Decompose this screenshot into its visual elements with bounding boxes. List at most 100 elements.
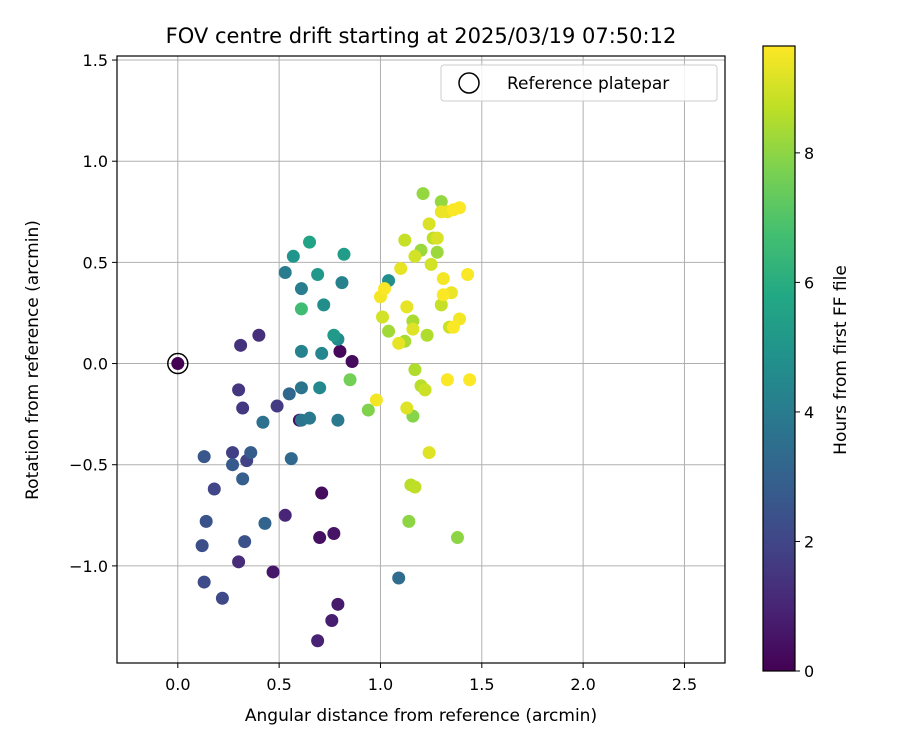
y-tick-label: −1.0 <box>69 557 108 576</box>
data-point <box>294 344 308 358</box>
data-point <box>327 328 341 342</box>
data-point <box>450 531 464 545</box>
data-point <box>327 527 341 541</box>
data-point <box>408 249 422 263</box>
data-point <box>434 298 448 312</box>
data-point <box>278 508 292 522</box>
data-point <box>400 300 414 314</box>
data-point <box>392 336 406 350</box>
data-point <box>461 268 475 282</box>
data-point <box>375 310 389 324</box>
data-point <box>207 482 221 496</box>
data-point <box>215 591 229 605</box>
plot-frame <box>116 55 726 664</box>
data-point <box>402 514 416 528</box>
colorbar-tick-label: 6 <box>804 273 814 292</box>
reference-platepar-marker <box>167 352 189 375</box>
y-tick-label: 0.0 <box>83 355 108 374</box>
x-tick-label: 2.5 <box>672 675 697 694</box>
data-point <box>232 383 246 397</box>
data-point <box>420 328 434 342</box>
data-point <box>311 268 325 282</box>
data-point <box>408 363 422 377</box>
reference-marker <box>167 352 189 375</box>
data-point <box>317 298 331 312</box>
data-point <box>394 261 408 275</box>
data-point <box>418 383 432 397</box>
data-point <box>331 413 345 427</box>
data-point <box>382 324 396 338</box>
data-point <box>400 401 414 415</box>
data-point <box>236 401 250 415</box>
legend-label-reference: Reference platepar <box>507 74 669 94</box>
data-point <box>258 516 272 530</box>
data-point <box>463 373 477 387</box>
data-point <box>378 282 392 296</box>
colorbar-gradient <box>762 45 796 672</box>
colorbar-tick-label: 4 <box>804 403 814 422</box>
data-point <box>436 272 450 286</box>
data-point <box>408 480 422 494</box>
data-point <box>197 575 211 589</box>
data-point <box>226 446 240 460</box>
data-point <box>313 381 327 395</box>
data-point <box>256 415 270 429</box>
y-tick-label: 1.5 <box>83 51 108 70</box>
data-point <box>345 355 359 369</box>
data-point <box>430 245 444 259</box>
reference-point <box>171 357 185 371</box>
data-point <box>238 535 252 549</box>
data-point <box>436 288 450 302</box>
grid-lines <box>117 56 725 663</box>
data-point <box>440 373 454 387</box>
data-point <box>325 614 339 628</box>
data-point <box>369 393 383 407</box>
data-point <box>434 195 448 209</box>
data-point <box>337 247 351 261</box>
data-point <box>406 322 420 336</box>
data-point <box>392 571 406 585</box>
legend-box <box>440 64 718 102</box>
data-point <box>424 257 438 271</box>
y-axis-ticks: −1.0 −0.5 0.0 0.5 1.0 1.5 <box>69 51 117 576</box>
data-point <box>294 282 308 296</box>
colorbar-tick-label: 0 <box>804 662 814 681</box>
data-point <box>278 265 292 279</box>
data-point <box>331 597 345 611</box>
data-point <box>226 458 240 472</box>
data-point <box>252 328 266 342</box>
colorbar: 0 2 4 6 8 Hours from first FF file <box>762 45 851 681</box>
data-point <box>197 450 211 464</box>
data-point <box>303 411 317 425</box>
data-point <box>333 344 347 358</box>
chart-title: FOV centre drift starting at 2025/03/19 … <box>166 24 677 48</box>
data-point <box>232 555 246 569</box>
x-tick-label: 1.0 <box>368 675 393 694</box>
data-point <box>195 539 209 553</box>
x-axis-label: Angular distance from reference (arcmin) <box>245 706 597 726</box>
y-tick-label: −0.5 <box>69 456 108 475</box>
y-tick-label: 0.5 <box>83 253 108 272</box>
data-point <box>234 338 248 352</box>
data-point <box>361 403 375 417</box>
colorbar-label: Hours from first FF file <box>831 265 851 455</box>
data-point <box>284 452 298 466</box>
colorbar-tick-label: 8 <box>804 144 814 163</box>
y-tick-label: 1.0 <box>83 152 108 171</box>
scatter-points <box>195 187 477 648</box>
data-point <box>315 486 329 500</box>
data-point <box>398 233 412 247</box>
data-point <box>294 302 308 316</box>
data-point <box>335 276 349 290</box>
data-point <box>446 320 460 334</box>
x-tick-label: 0.0 <box>165 675 190 694</box>
data-point <box>236 472 250 486</box>
data-point <box>315 346 329 360</box>
data-point <box>270 399 284 413</box>
data-point <box>286 249 300 263</box>
legend: Reference platepar <box>440 64 718 102</box>
data-point <box>343 373 357 387</box>
data-point <box>199 514 213 528</box>
data-point <box>422 446 436 460</box>
data-point <box>303 235 317 249</box>
